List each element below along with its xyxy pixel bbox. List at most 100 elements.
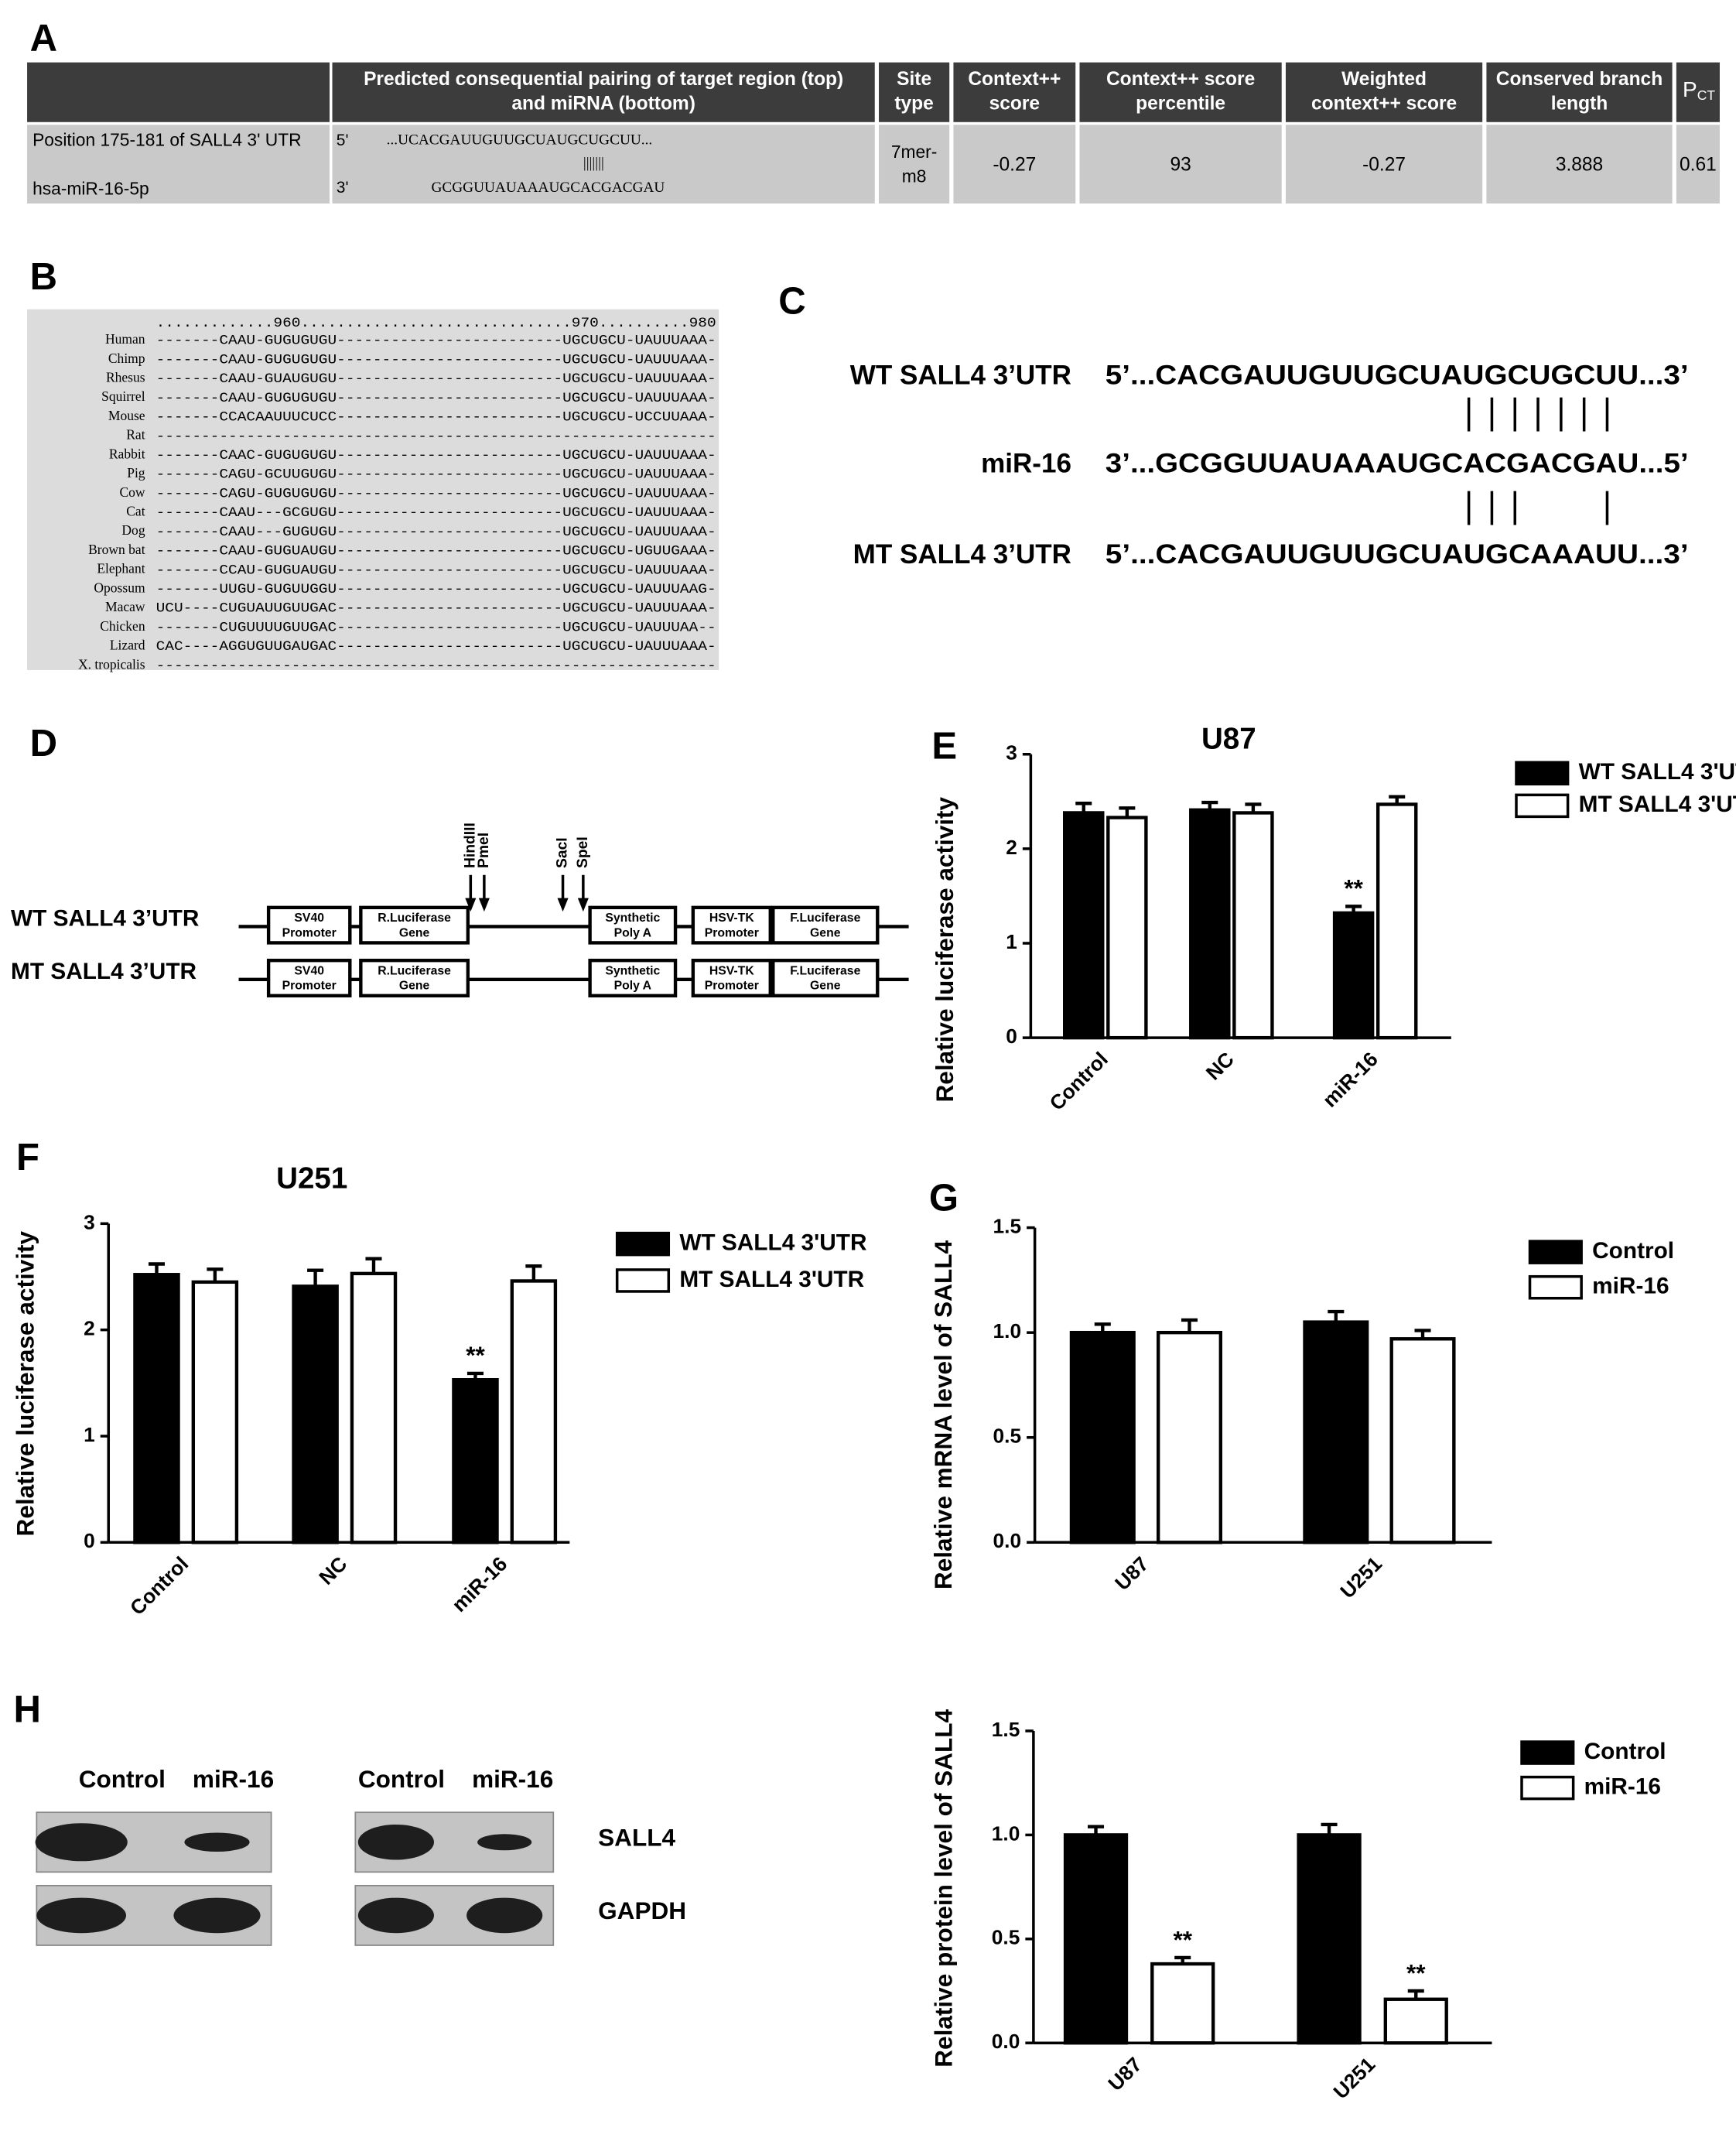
header-text: length — [1551, 93, 1608, 114]
species-name: Macaw — [105, 599, 145, 614]
protein-label: SALL4 — [598, 1824, 675, 1852]
x-tick-label: U87 — [1110, 1552, 1153, 1595]
species-name: Rat — [126, 427, 145, 443]
blot-band — [357, 1897, 434, 1934]
error-bar — [1389, 795, 1406, 805]
significance-label: ** — [1173, 1925, 1192, 1953]
y-tick-label: 0.5 — [993, 1425, 1022, 1448]
error-bar — [1321, 1822, 1338, 1835]
cell-text: ||||||| — [583, 156, 604, 172]
row-cell — [1079, 125, 1282, 204]
construct-label: WT SALL4 3’UTR — [11, 905, 199, 931]
element-text: F.Luciferase — [790, 912, 860, 925]
element-text: SV40 — [294, 964, 324, 977]
x-tick-label: NC — [314, 1552, 351, 1589]
header-cell — [1079, 62, 1282, 122]
y-tick-label: 1 — [84, 1423, 95, 1446]
species-sequence: UCU----CUGUAUUGUUGAC--------------------… — [156, 601, 716, 617]
element-text: Gene — [399, 926, 430, 939]
vector-element — [588, 905, 678, 945]
bar — [1375, 802, 1418, 1040]
x-tick-label: U251 — [1329, 2053, 1380, 2104]
element-text: SV40 — [294, 912, 324, 925]
bar — [1332, 911, 1375, 1040]
site-label: PmeI — [476, 833, 492, 868]
site-label: HindIII — [462, 823, 478, 868]
y-tick-label: 1.5 — [993, 1215, 1022, 1238]
element-text: Gene — [810, 980, 841, 993]
header-text: P — [1683, 77, 1697, 101]
panel-label: B — [30, 256, 57, 298]
error-bar — [1088, 1825, 1105, 1835]
species-name: Brown bat — [88, 542, 145, 557]
legend-label: MT SALL4 3'UTR — [679, 1267, 864, 1292]
element-text: Promoter — [705, 980, 759, 993]
species-name: Elephant — [97, 561, 145, 576]
species-name: Rhesus — [106, 369, 145, 385]
error-bar — [466, 1371, 484, 1380]
species-name: Human — [105, 331, 145, 347]
error-bar — [1345, 905, 1362, 913]
error-bar — [1201, 800, 1218, 810]
error-bar — [307, 1268, 324, 1287]
header-cell — [1486, 62, 1673, 122]
vector-element — [771, 905, 880, 945]
element-text: Poly A — [614, 980, 651, 993]
species-sequence: -------CCACAAUUUCUCC--------------------… — [156, 410, 716, 426]
sequence: 5’...CACGAUUGUUGCUAUGCUGCUU...3’ — [1106, 361, 1689, 391]
construct-label: MT SALL4 3’UTR — [11, 959, 196, 984]
error-bar — [365, 1257, 382, 1274]
cell-text: m8 — [902, 166, 927, 186]
legend-swatch — [1528, 1274, 1583, 1300]
error-bar — [1094, 1322, 1111, 1333]
panel-label: G — [929, 1177, 959, 1219]
cell-text: 3' — [337, 179, 349, 197]
species-sequence: -------CAAU-GUAUGUGU--------------------… — [156, 371, 716, 387]
bar — [1063, 1833, 1129, 2045]
element-text: Poly A — [614, 926, 651, 939]
panel-label: D — [30, 723, 57, 764]
bar — [1383, 1997, 1448, 2045]
y-tick-label: 0.0 — [993, 1529, 1022, 1552]
site-label: SacI — [555, 837, 571, 868]
vector-element — [691, 959, 772, 997]
blot-band — [36, 1897, 127, 1934]
error-bar — [525, 1264, 542, 1281]
x-tick-label: miR-16 — [447, 1552, 511, 1616]
legend-swatch — [1515, 793, 1570, 819]
row-cell — [879, 125, 950, 204]
blot-band — [184, 1832, 250, 1852]
error-bar — [207, 1267, 224, 1282]
legend-label: WT SALL4 3'UTR — [679, 1230, 866, 1255]
cell-text: hsa-miR-16-5p — [32, 178, 149, 198]
species-sequence: -------CAAU---GUGUGU--------------------… — [156, 525, 716, 540]
species-sequence: -------CAAU-GUGUGUGU--------------------… — [156, 352, 716, 368]
lane-label: Control — [79, 1765, 166, 1793]
header-text: percentile — [1136, 93, 1225, 114]
y-tick-label: 0 — [84, 1529, 95, 1552]
vector-element — [359, 905, 470, 945]
header-cell — [27, 62, 330, 122]
header-text: Conserved branch — [1496, 69, 1663, 90]
row-cell — [332, 125, 875, 204]
legend-label: miR-16 — [1592, 1274, 1669, 1299]
species-sequence: -------CAAU---GCGUGU--------------------… — [156, 505, 716, 521]
bar — [133, 1273, 180, 1544]
species-sequence: -------CAAU-GUGUGUGU--------------------… — [156, 391, 716, 406]
element-text: Gene — [810, 926, 841, 939]
cell-text: -0.27 — [1362, 154, 1406, 175]
header-text: and miRNA (bottom) — [511, 93, 695, 114]
y-tick-label: 0.5 — [992, 1926, 1020, 1949]
bar — [452, 1377, 499, 1544]
legend-swatch — [615, 1231, 671, 1257]
cell-text: -0.27 — [993, 154, 1036, 175]
legend-swatch — [1520, 1740, 1575, 1765]
x-tick-label: Control — [1045, 1048, 1112, 1115]
x-tick-label: Control — [125, 1552, 193, 1620]
error-bar — [1407, 1989, 1424, 1999]
legend-swatch — [615, 1268, 671, 1293]
bar — [1106, 816, 1148, 1040]
y-axis-label: Relative protein level of SALL4 — [929, 1709, 957, 2067]
